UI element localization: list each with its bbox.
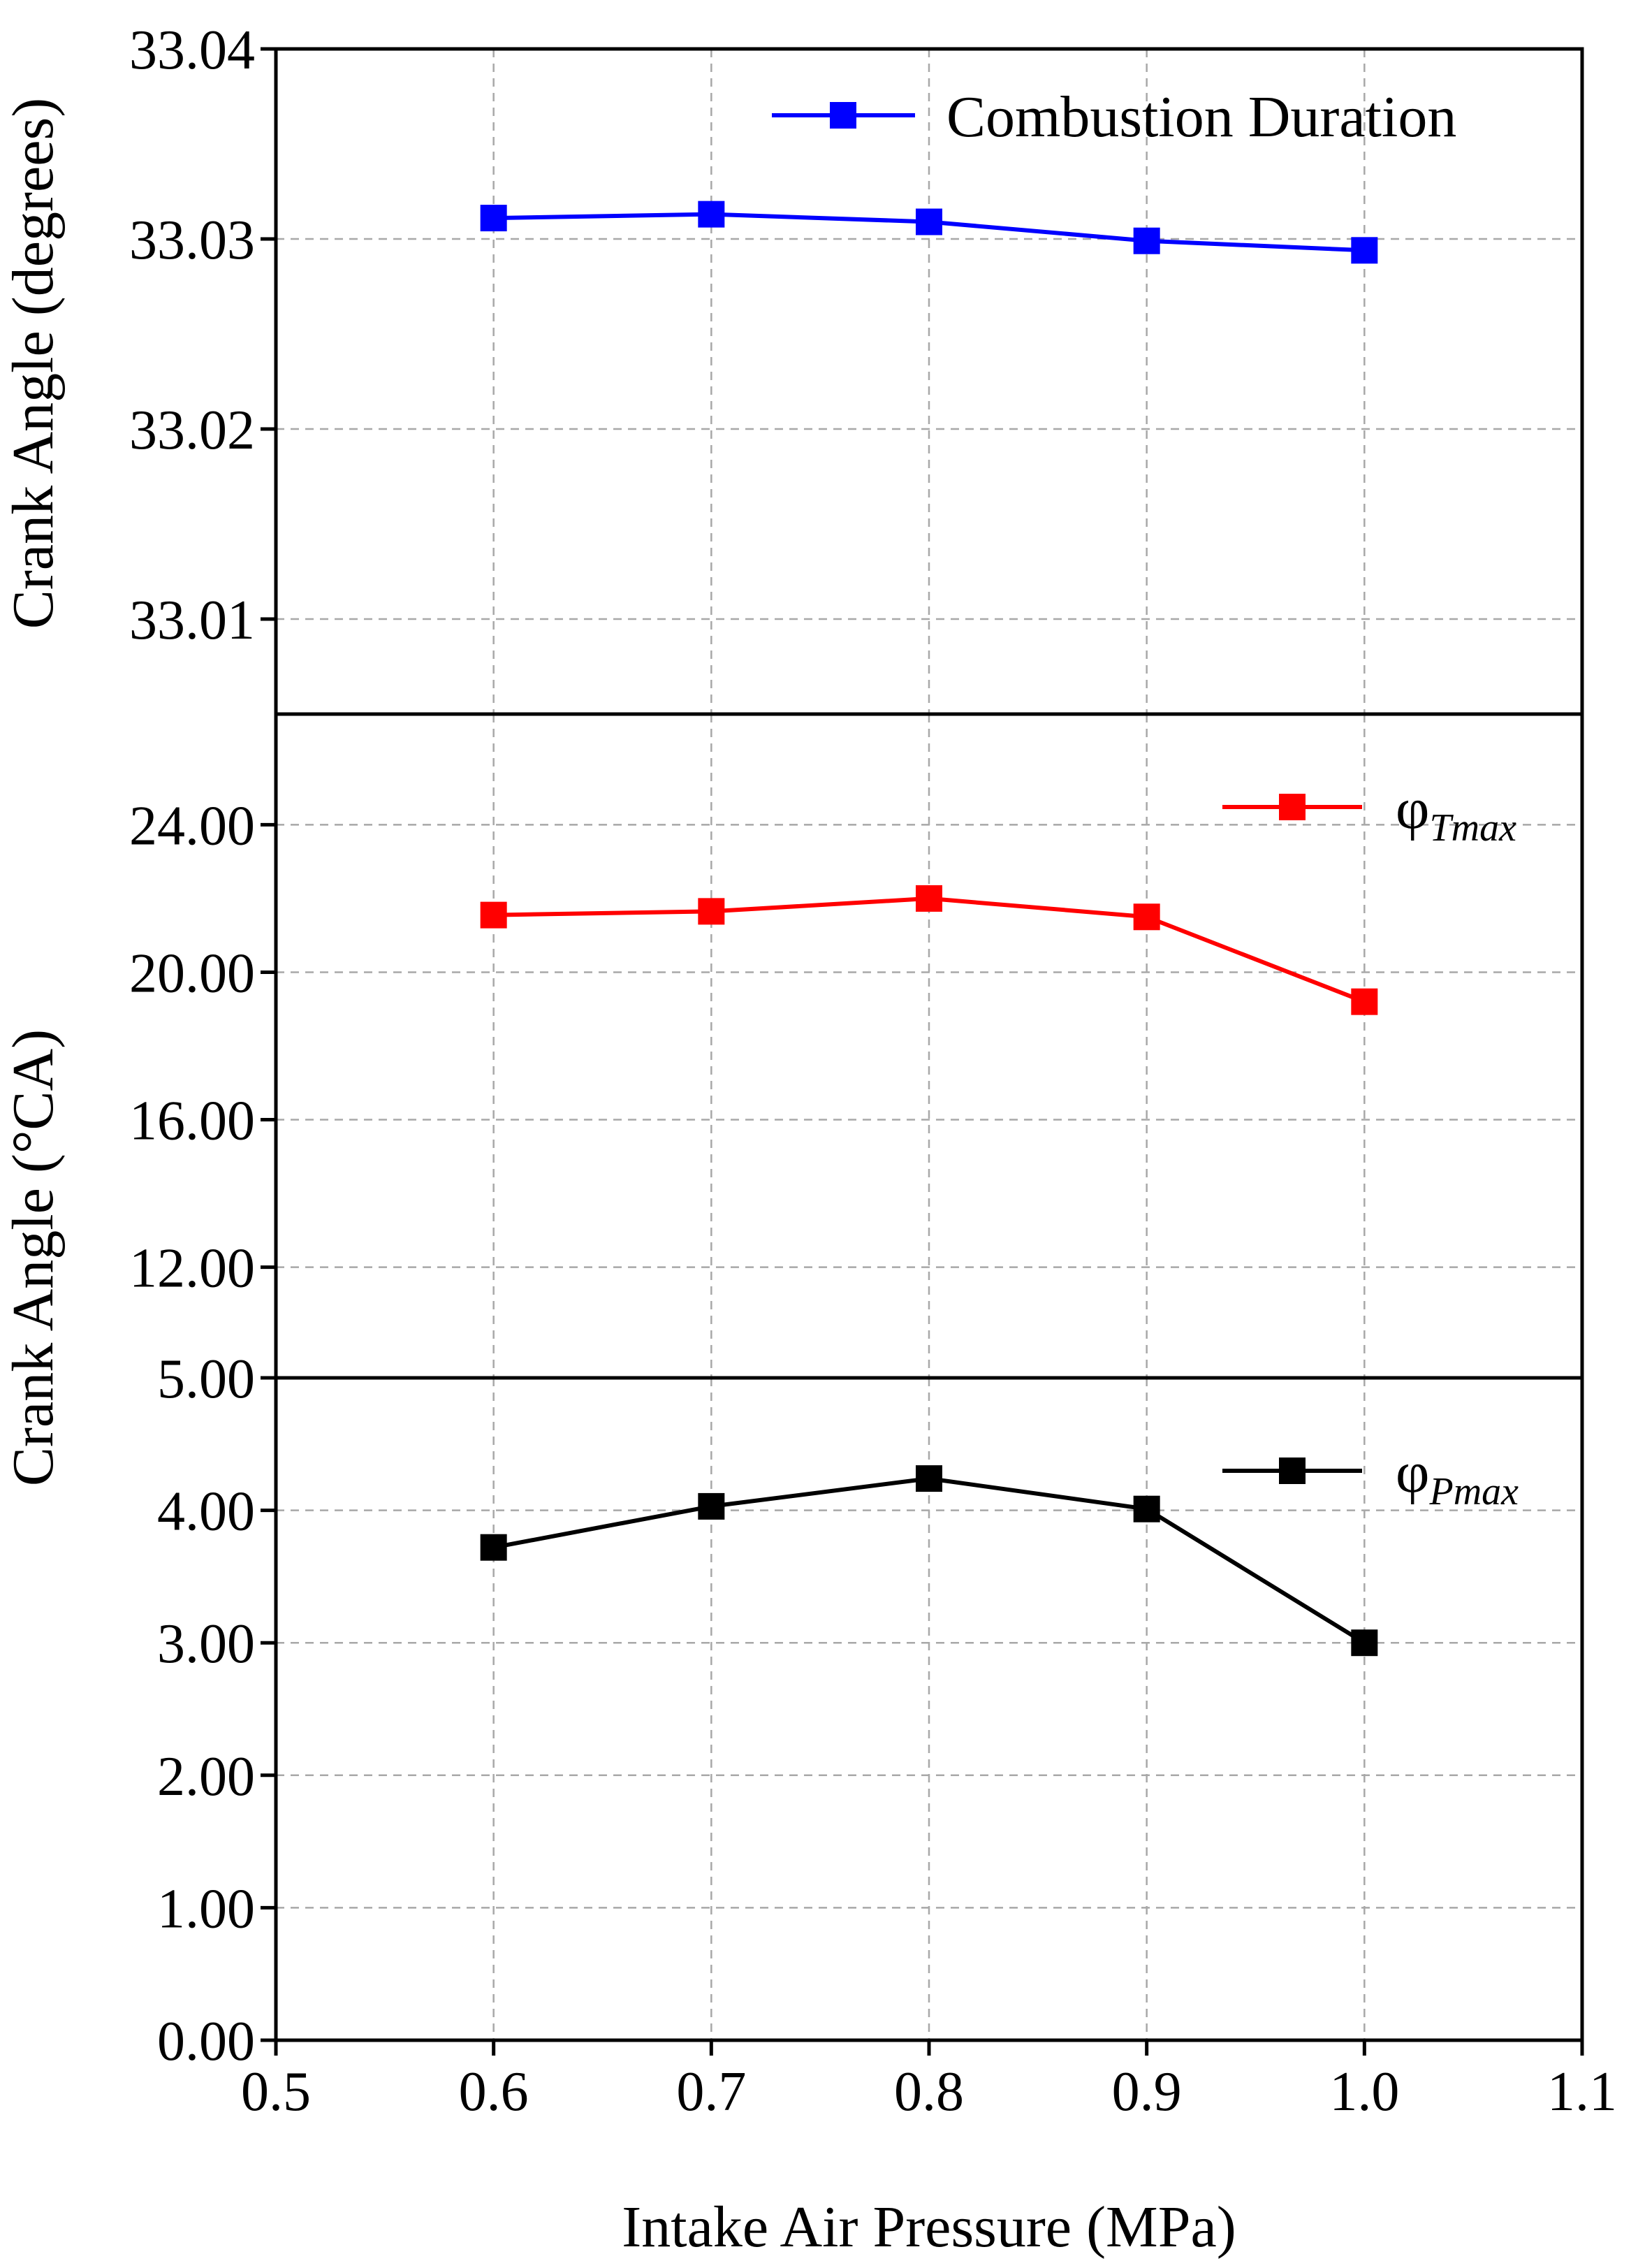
panel1-y-tick-label: 33.01 [129, 590, 255, 651]
legend-label-phi-tmax: φTmax [1396, 776, 1516, 850]
legend-label-phi-pmax-sub: Pmax [1428, 1470, 1519, 1513]
panel1-y-axis-label: Crank Angle (degrees) [1, 98, 66, 629]
panel3-y-tick-label: 0.00 [157, 2011, 255, 2072]
frame-layer [274, 47, 1584, 2042]
grid-layer [276, 49, 1582, 2040]
panel2-data-point [1351, 988, 1378, 1015]
panel1-data-point [916, 208, 942, 235]
x-tick-label: 0.5 [241, 2061, 311, 2123]
x-tick-label: 1.0 [1329, 2061, 1399, 2123]
legend-label-phi-tmax-main: φ [1396, 776, 1429, 841]
panel2-data-point [916, 885, 942, 912]
panel1-y-tick-label: 33.04 [129, 20, 255, 81]
panel2-y-tick-label: 20.00 [129, 943, 255, 1004]
x-tick-label: 0.7 [676, 2061, 746, 2123]
panel2-data-point [480, 901, 507, 929]
legend-label-combustion-duration: Combustion Duration [946, 85, 1456, 150]
ticks-layer: 33.01 33.02 33.03 33.04 12.00 16.00 20.00 24.00… [129, 20, 1617, 2123]
panel3-y-tick-label: 1.00 [157, 1878, 255, 1940]
x-tick-label: 0.6 [459, 2061, 529, 2123]
legend-label-phi-pmax-main: φ [1396, 1440, 1429, 1505]
panel2-y-tick-label: 16.00 [129, 1091, 255, 1152]
legend-label-phi-tmax-sub: Tmax [1429, 806, 1516, 850]
x-tick-label: 0.9 [1112, 2061, 1182, 2123]
panel3-data-point [698, 1492, 725, 1520]
panel2-y-tick-label: 12.00 [129, 1238, 255, 1300]
legend-combustion-duration: Combustion Duration [772, 85, 1456, 150]
legend-marker-combustion-duration [830, 102, 856, 129]
panel3-data-point [1133, 1495, 1160, 1522]
legend-marker-phi-tmax [1279, 794, 1306, 820]
panel3-y-tick-label: 4.00 [157, 1481, 255, 1543]
panel3-y-axis-label: Crank Angle (°CA) [1, 1029, 66, 1486]
panel1-data-point [698, 201, 725, 228]
panel3-frame [274, 1376, 1584, 2042]
panel1-y-tick-label: 33.02 [129, 400, 255, 461]
panel3-data-point [480, 1534, 507, 1561]
panel1-y-tick-label: 33.03 [129, 210, 255, 271]
panel3-y-tick-label: 2.00 [157, 1746, 255, 1808]
panel2-data-point [698, 898, 725, 925]
panel1-data-point [1351, 237, 1378, 264]
x-tick-label: 1.1 [1547, 2061, 1617, 2123]
panel1-data-point [1133, 227, 1160, 254]
panel1-data-point [480, 205, 507, 232]
legend-phi-pmax: φPmax [1222, 1440, 1519, 1513]
panel2-data-point [1133, 903, 1160, 931]
panel3-data-point [1351, 1629, 1378, 1657]
panel3-y-tick-label: 3.00 [157, 1613, 255, 1675]
legend-phi-tmax: φTmax [1222, 776, 1516, 850]
panel3-y-tick-label: 5.00 [157, 1349, 255, 1410]
panel2-y-tick-label: 24.00 [129, 795, 255, 857]
panel3-data-point [916, 1465, 942, 1492]
legend-label-phi-pmax: φPmax [1396, 1440, 1519, 1513]
x-tick-label: 0.8 [894, 2061, 964, 2123]
x-axis-label: Intake Air Pressure (MPa) [622, 2195, 1236, 2260]
lines-layer [480, 201, 1378, 1657]
legend-marker-phi-pmax [1279, 1458, 1306, 1484]
